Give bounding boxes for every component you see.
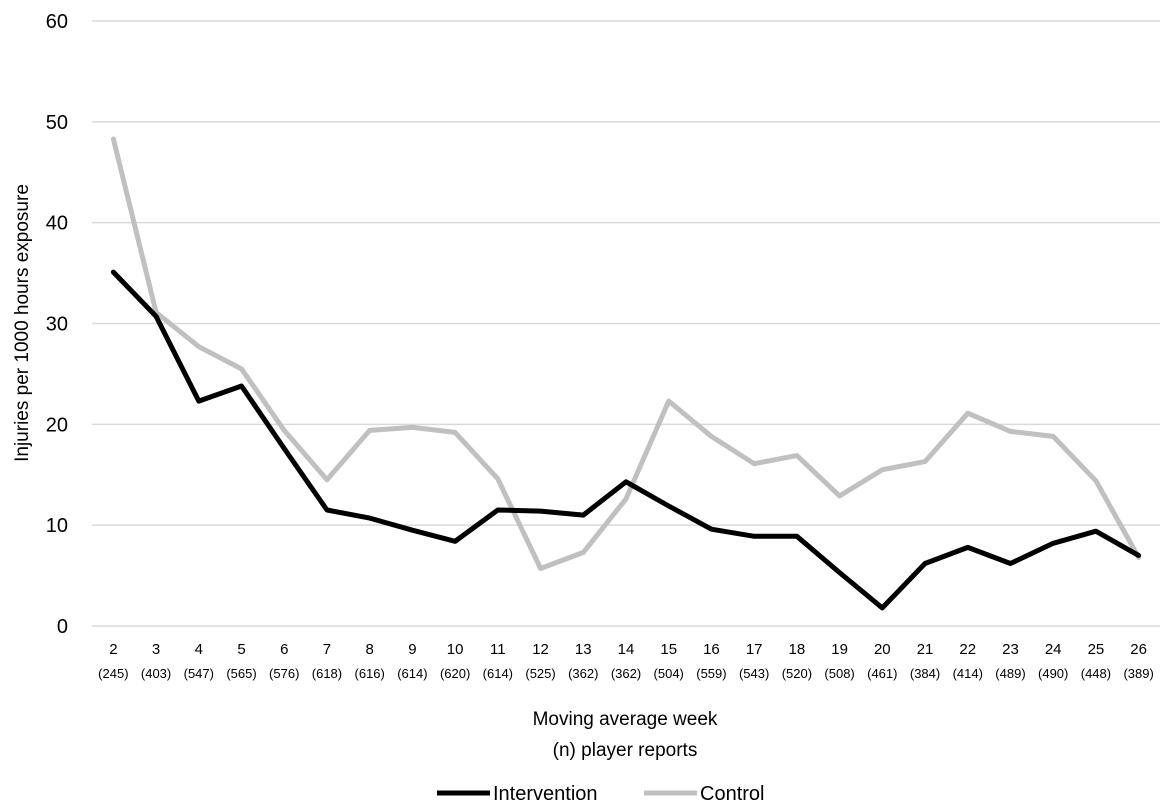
x-tick-label: 7	[323, 641, 331, 658]
x-axis-title: Moving average week	[533, 709, 718, 730]
y-tick-label: 60	[46, 11, 68, 33]
x-tick-label: 15	[660, 641, 677, 658]
x-axis-subtitle: (n) player reports	[553, 740, 698, 761]
y-tick-label: 0	[57, 616, 68, 638]
y-tick-label: 50	[46, 112, 68, 134]
series-lines	[110, 136, 1142, 611]
x-tick-count-label: (489)	[995, 666, 1025, 681]
legend-label-control: Control	[700, 783, 764, 805]
x-tick-label: 9	[408, 641, 416, 658]
x-tick-label: 13	[575, 641, 592, 658]
x-tick-label: 20	[874, 641, 891, 658]
x-tick-label: 2	[109, 641, 117, 658]
y-tick-label: 40	[46, 213, 68, 235]
x-tick-label: 8	[366, 641, 374, 658]
x-tick-count-label: (565)	[226, 666, 256, 681]
x-tick-count-label: (620)	[440, 666, 470, 681]
y-axis-title: Injuries per 1000 hours exposure	[12, 184, 33, 462]
legend-label-intervention: Intervention	[493, 783, 598, 805]
x-tick-count-label: (414)	[953, 666, 983, 681]
x-tick-label: 3	[152, 641, 160, 658]
y-tick-label: 30	[46, 314, 68, 336]
x-tick-count-label: (490)	[1038, 666, 1068, 681]
x-tick-label: 26	[1130, 641, 1147, 658]
x-tick-label: 10	[447, 641, 464, 658]
series-line-intervention	[110, 269, 1142, 611]
x-tick-label: 16	[703, 641, 720, 658]
y-axis-ticks: 0 10 20 30 40 50 60	[46, 11, 68, 638]
x-tick-count-label: (547)	[184, 666, 214, 681]
x-tick-count-label: (559)	[696, 666, 726, 681]
series-line-control	[110, 136, 1142, 571]
x-tick-label: 4	[195, 641, 203, 658]
x-tick-label: 5	[237, 641, 245, 658]
x-tick-count-label: (362)	[611, 666, 641, 681]
x-tick-count-label: (362)	[568, 666, 598, 681]
x-tick-label: 22	[959, 641, 976, 658]
x-tick-count-label: (576)	[269, 666, 299, 681]
legend: Intervention Control	[437, 783, 764, 805]
x-tick-label: 14	[618, 641, 635, 658]
x-tick-count-label: (614)	[483, 666, 513, 681]
x-tick-count-label: (389)	[1123, 666, 1153, 681]
x-tick-count-label: (461)	[867, 666, 897, 681]
x-tick-count-label: (525)	[525, 666, 555, 681]
x-tick-label: 19	[831, 641, 848, 658]
x-tick-count-label: (384)	[910, 666, 940, 681]
x-tick-label: 6	[280, 641, 288, 658]
x-tick-count-label: (520)	[782, 666, 812, 681]
y-tick-label: 20	[46, 414, 68, 436]
gridlines	[92, 20, 1160, 627]
x-tick-count-label: (614)	[397, 666, 427, 681]
x-tick-count-label: (504)	[654, 666, 684, 681]
x-tick-count-label: (245)	[98, 666, 128, 681]
x-tick-label: 24	[1045, 641, 1062, 658]
x-tick-label: 17	[746, 641, 763, 658]
x-tick-label: 18	[789, 641, 806, 658]
x-tick-label: 21	[917, 641, 934, 658]
x-tick-count-label: (448)	[1081, 666, 1111, 681]
x-tick-label: 11	[490, 641, 506, 658]
x-tick-count-label: (618)	[312, 666, 342, 681]
x-tick-count-label: (543)	[739, 666, 769, 681]
x-tick-count-label: (403)	[141, 666, 171, 681]
x-tick-count-label: (508)	[824, 666, 854, 681]
x-tick-label: 23	[1002, 641, 1019, 658]
x-tick-label: 12	[532, 641, 549, 658]
y-tick-label: 10	[46, 515, 68, 537]
x-tick-count-label: (616)	[355, 666, 385, 681]
x-axis-ticks: 2 (245) 3 (403) 4 (547) 5 (565) 6 (576) 7 (618) 8 (61…	[98, 641, 1154, 681]
x-tick-label: 25	[1088, 641, 1105, 658]
